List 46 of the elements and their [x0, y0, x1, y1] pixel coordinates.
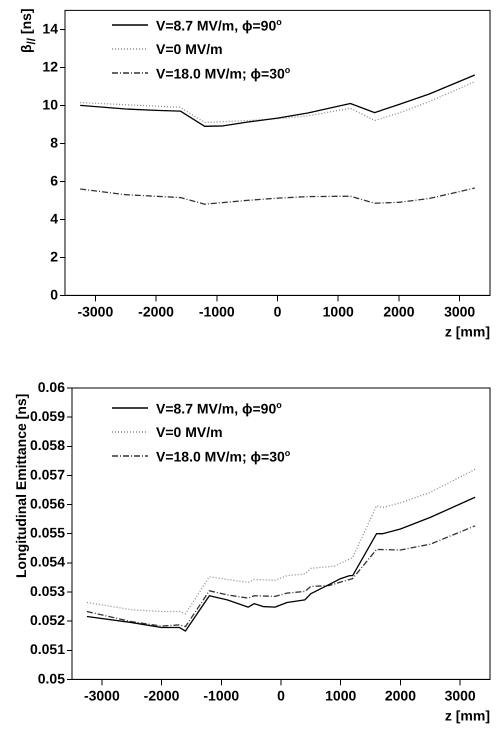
x-tick-label: 3000: [444, 304, 476, 320]
line-series: [86, 468, 476, 614]
x-axis-title: z [mm]: [444, 707, 490, 724]
x-tick-label: -3000: [84, 688, 120, 704]
y-tick-label: 6: [50, 172, 58, 188]
legend-label: V=0 MV/m: [156, 424, 223, 440]
y-tick-label: 10: [42, 96, 58, 112]
legend-label: V=8.7 MV/m, ϕ=90$^{o}$: [156, 400, 282, 416]
x-tick-label: -2000: [138, 304, 174, 320]
x-tick-label: 0: [277, 688, 286, 704]
y-tick-label: 0.06: [38, 378, 66, 395]
y-tick-label: 0.057: [30, 466, 66, 482]
legend-label: V=18.0 MV/m; ϕ=30$^{o}$: [156, 448, 290, 464]
y-tick-label: 0.051: [30, 641, 66, 658]
x-tick-label: -1000: [203, 688, 240, 704]
x-tick-label: 1000: [322, 304, 354, 320]
x-tick-label: -1000: [198, 304, 235, 320]
x-tick-label: -2000: [144, 688, 180, 704]
y-tick-label: 0.05: [38, 670, 66, 686]
x-axis-title: z [mm]: [444, 323, 490, 340]
y-tick-label: 0.056: [30, 495, 66, 512]
line-series: [80, 81, 476, 124]
x-tick-label: 0: [274, 304, 282, 320]
y-tick-label: 2: [50, 248, 58, 264]
line-series: [80, 187, 476, 205]
y-tick-label: 0.055: [30, 524, 66, 541]
y-tick-label: 0.052: [30, 612, 66, 628]
x-tick-label: 1000: [325, 688, 356, 704]
x-tick-label: -3000: [77, 304, 114, 320]
y-tick-label: 0.053: [30, 582, 66, 599]
y-tick-label: 14: [42, 20, 58, 36]
x-tick-label: 3000: [444, 688, 476, 704]
y-tick-label: 12: [42, 58, 58, 74]
x-tick-label: 2000: [384, 688, 416, 704]
y-tick-label: 8: [50, 134, 58, 150]
legend-label: V=18.0 MV/m; ϕ=30$^{o}$: [156, 64, 290, 82]
legend-label: V=0 MV/m: [156, 41, 223, 57]
y-tick-label: 0.058: [30, 437, 66, 454]
y-tick-label: 0: [50, 286, 58, 302]
y-tick-label: 0.059: [30, 408, 66, 424]
line-series: [86, 525, 476, 628]
y-tick-label: 0.054: [30, 554, 66, 570]
y-tick-label: 4: [50, 210, 58, 226]
legend-label: V=8.7 MV/m, ϕ=90$^{o}$: [156, 16, 282, 34]
y-axis-title: Longitudinal Emittance [ns]: [13, 394, 29, 578]
x-tick-label: 2000: [383, 304, 415, 320]
